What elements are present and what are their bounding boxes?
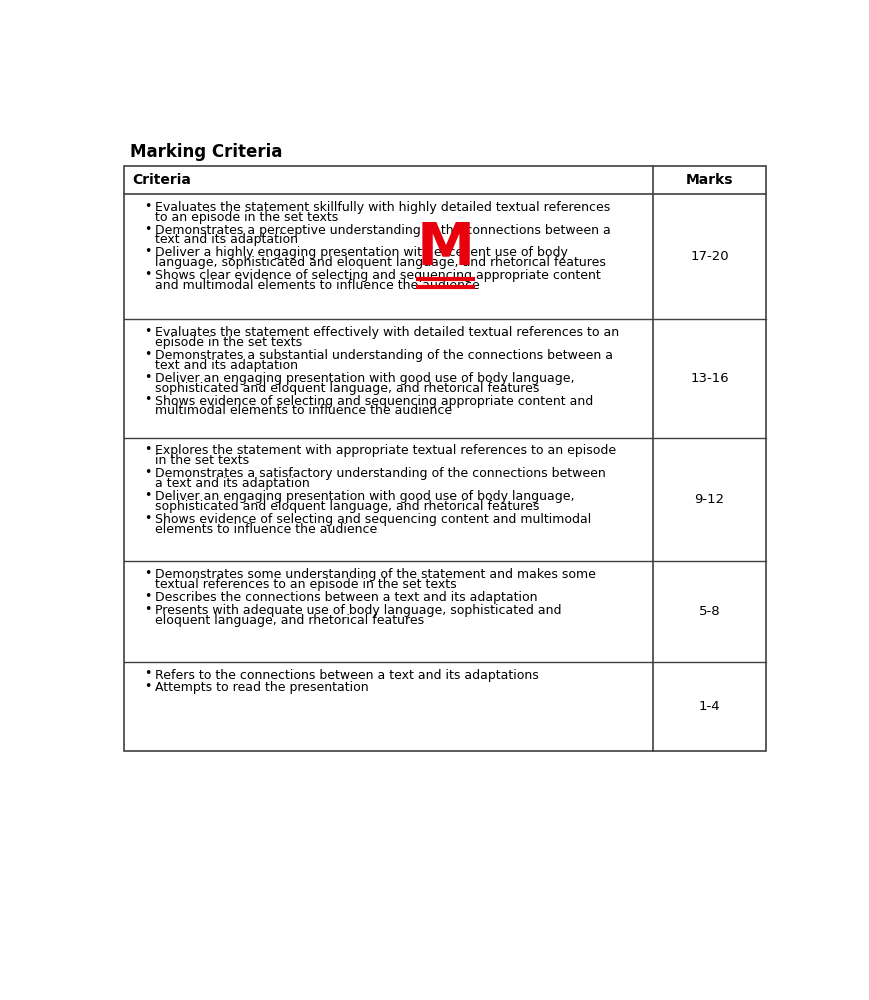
Text: 9-12: 9-12 — [693, 493, 724, 506]
Text: in the set texts: in the set texts — [155, 454, 249, 467]
Text: •: • — [144, 603, 151, 616]
Text: sophisticated and eloquent language, and rhetorical features: sophisticated and eloquent language, and… — [155, 382, 539, 395]
Text: Demonstrates a substantial understanding of the connections between a: Demonstrates a substantial understanding… — [155, 349, 613, 362]
Text: multimodal elements to influence the audience: multimodal elements to influence the aud… — [155, 404, 452, 417]
Bar — [124, 166, 765, 751]
Text: text and its adaptation: text and its adaptation — [155, 359, 298, 372]
Text: elements to influence the audience: elements to influence the audience — [155, 523, 377, 536]
Text: •: • — [144, 512, 151, 525]
Text: Demonstrates a satisfactory understanding of the connections between: Demonstrates a satisfactory understandin… — [155, 467, 606, 480]
Text: Evaluates the statement effectively with detailed textual references to an: Evaluates the statement effectively with… — [155, 326, 619, 339]
Text: Shows evidence of selecting and sequencing content and multimodal: Shows evidence of selecting and sequenci… — [155, 513, 591, 526]
Text: sophisticated and eloquent language, and rhetorical features: sophisticated and eloquent language, and… — [155, 500, 539, 513]
Text: Marks: Marks — [685, 173, 733, 187]
Text: text and its adaptation: text and its adaptation — [155, 233, 298, 246]
Text: Marking Criteria: Marking Criteria — [130, 143, 282, 161]
Text: •: • — [144, 680, 151, 693]
Text: •: • — [144, 590, 151, 603]
Text: Refers to the connections between a text and its adaptations: Refers to the connections between a text… — [155, 669, 539, 682]
Text: Deliver an engaging presentation with good use of body language,: Deliver an engaging presentation with go… — [155, 490, 574, 503]
Text: •: • — [144, 667, 151, 680]
Text: language, sophisticated and eloquent language, and rhetorical features: language, sophisticated and eloquent lan… — [155, 256, 606, 269]
Text: •: • — [144, 245, 151, 258]
Text: •: • — [144, 371, 151, 384]
Text: to an episode in the set texts: to an episode in the set texts — [155, 211, 338, 224]
Text: textual references to an episode in the set texts: textual references to an episode in the … — [155, 578, 456, 591]
Text: a text and its adaptation: a text and its adaptation — [155, 477, 309, 490]
Text: Presents with adequate use of body language, sophisticated and: Presents with adequate use of body langu… — [155, 604, 561, 617]
Text: Deliver an engaging presentation with good use of body language,: Deliver an engaging presentation with go… — [155, 372, 574, 385]
Text: •: • — [144, 223, 151, 236]
Text: •: • — [144, 489, 151, 502]
Text: M: M — [416, 220, 474, 277]
Text: Deliver a highly engaging presentation with excellent use of body: Deliver a highly engaging presentation w… — [155, 246, 567, 259]
Text: Explores the statement with appropriate textual references to an episode: Explores the statement with appropriate … — [155, 444, 615, 457]
Text: 17-20: 17-20 — [689, 250, 728, 263]
Text: Shows clear evidence of selecting and sequencing appropriate content: Shows clear evidence of selecting and se… — [155, 269, 600, 282]
Text: •: • — [144, 348, 151, 361]
Text: •: • — [144, 567, 151, 580]
Text: 5-8: 5-8 — [698, 605, 720, 618]
Text: episode in the set texts: episode in the set texts — [155, 336, 302, 349]
Text: Describes the connections between a text and its adaptation: Describes the connections between a text… — [155, 591, 537, 604]
Text: •: • — [144, 466, 151, 479]
Text: 13-16: 13-16 — [689, 372, 728, 385]
Text: Shows evidence of selecting and sequencing appropriate content and: Shows evidence of selecting and sequenci… — [155, 395, 593, 408]
Text: 1-4: 1-4 — [698, 700, 720, 713]
Text: and multimodal elements to influence the audience: and multimodal elements to influence the… — [155, 279, 480, 292]
Text: •: • — [144, 200, 151, 213]
Text: Criteria: Criteria — [132, 173, 190, 187]
Text: eloquent language, and rhetorical features: eloquent language, and rhetorical featur… — [155, 614, 424, 627]
Text: Demonstrates some understanding of the statement and makes some: Demonstrates some understanding of the s… — [155, 568, 595, 581]
Text: •: • — [144, 443, 151, 456]
Text: Attempts to read the presentation: Attempts to read the presentation — [155, 681, 368, 694]
Text: •: • — [144, 393, 151, 406]
Text: •: • — [144, 325, 151, 338]
Text: •: • — [144, 268, 151, 281]
Text: Demonstrates a perceptive understanding of the connections between a: Demonstrates a perceptive understanding … — [155, 224, 610, 237]
Text: Evaluates the statement skillfully with highly detailed textual references: Evaluates the statement skillfully with … — [155, 201, 610, 214]
